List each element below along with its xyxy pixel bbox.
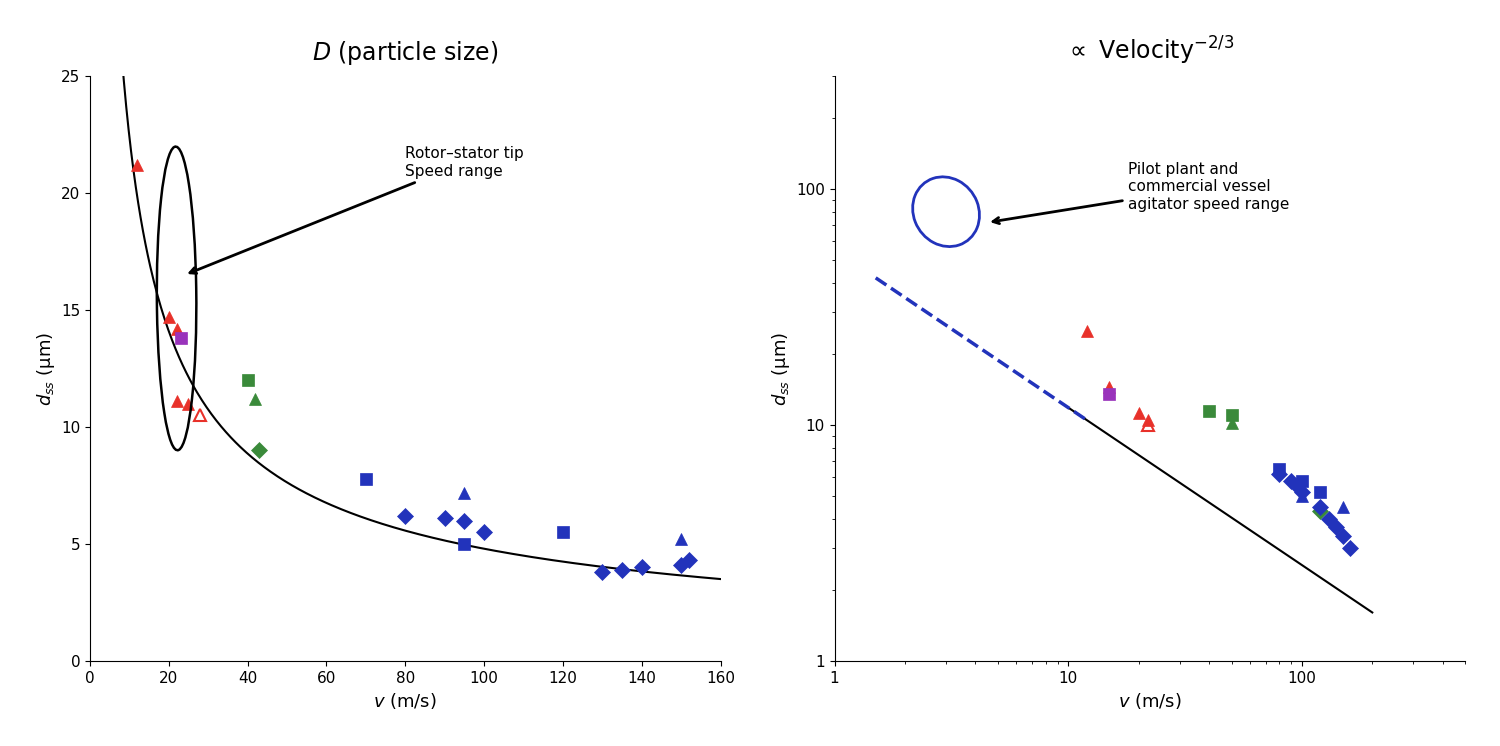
Y-axis label: $d_{ss}$ (μm): $d_{ss}$ (μm) bbox=[34, 331, 57, 406]
X-axis label: $v$ (m/s): $v$ (m/s) bbox=[374, 692, 436, 711]
Title: $\propto$ Velocity$^{-2/3}$: $\propto$ Velocity$^{-2/3}$ bbox=[1065, 35, 1234, 67]
Y-axis label: $d_{ss}$ (μm): $d_{ss}$ (μm) bbox=[770, 331, 792, 406]
Title: $D$ (particle size): $D$ (particle size) bbox=[312, 39, 498, 66]
Text: Pilot plant and
commercial vessel
agitator speed range: Pilot plant and commercial vessel agitat… bbox=[993, 162, 1290, 224]
X-axis label: $v$ (m/s): $v$ (m/s) bbox=[1118, 692, 1182, 711]
Text: Rotor–stator tip
Speed range: Rotor–stator tip Speed range bbox=[190, 146, 524, 273]
